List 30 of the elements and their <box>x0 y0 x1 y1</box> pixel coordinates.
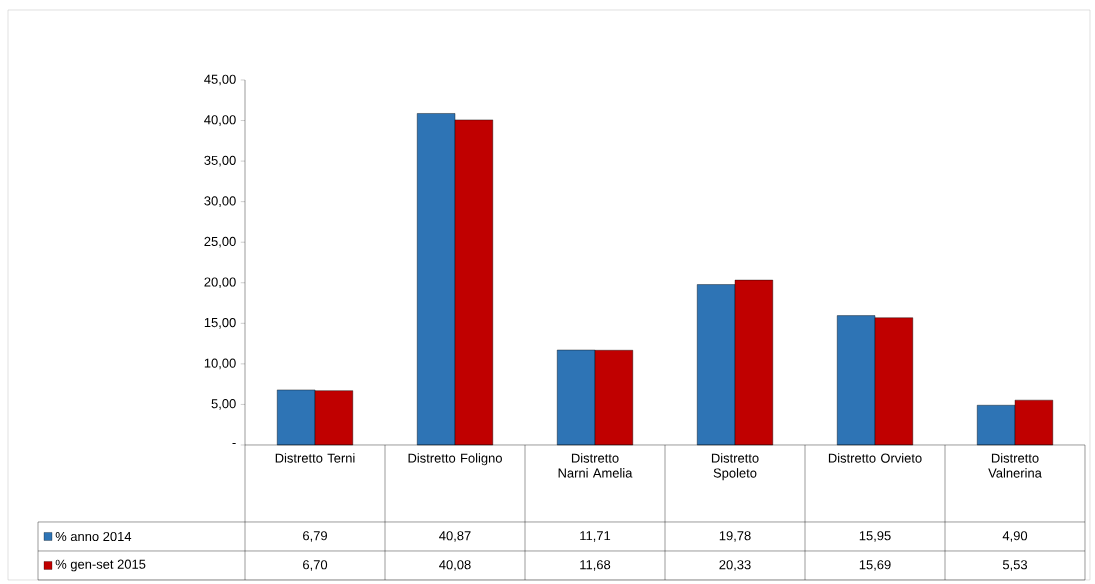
x-tick-label: Distretto Spoleto <box>711 453 759 481</box>
x-tick-label: Distretto Terni <box>275 453 355 463</box>
data-label: 11,71 <box>580 531 611 542</box>
data-label: 40,08 <box>439 560 471 571</box>
data-label: 6,79 <box>303 531 327 542</box>
data-label: 4,90 <box>1002 531 1028 542</box>
y-tick-label: 40,00 <box>204 115 236 126</box>
data-label: 15,95 <box>859 531 891 542</box>
x-tick-label: Distretto Orvieto <box>828 453 922 463</box>
data-label: 6,70 <box>303 560 328 571</box>
x-tick-label: Distretto Valnerina <box>988 453 1042 478</box>
y-tick-label: 20,00 <box>204 277 236 289</box>
y-tick-label: - <box>232 443 236 445</box>
legend-label: % gen-set 2015 <box>55 559 146 572</box>
data-label: 20,33 <box>719 560 751 571</box>
data-label: 40,87 <box>439 531 471 542</box>
y-tick-label: 45,00 <box>204 74 236 86</box>
y-tick-label: 35,00 <box>204 155 236 167</box>
legend-label: % anno 2014 <box>55 531 132 542</box>
y-tick-label: 10,00 <box>204 358 236 370</box>
y-tick-label: 15,00 <box>204 317 236 329</box>
data-label: 11,68 <box>580 560 611 571</box>
y-tick-label: 5,00 <box>211 399 236 410</box>
y-tick-label: 30,00 <box>204 196 236 207</box>
x-tick-label: Distretto Foligno <box>408 453 502 466</box>
x-tick-label: Distretto Narni Amelia <box>558 453 633 478</box>
data-label: 5,53 <box>1002 560 1028 571</box>
data-label: 19,78 <box>719 531 751 542</box>
y-tick-label: 25,00 <box>204 236 236 248</box>
data-label: 15,69 <box>859 560 891 571</box>
